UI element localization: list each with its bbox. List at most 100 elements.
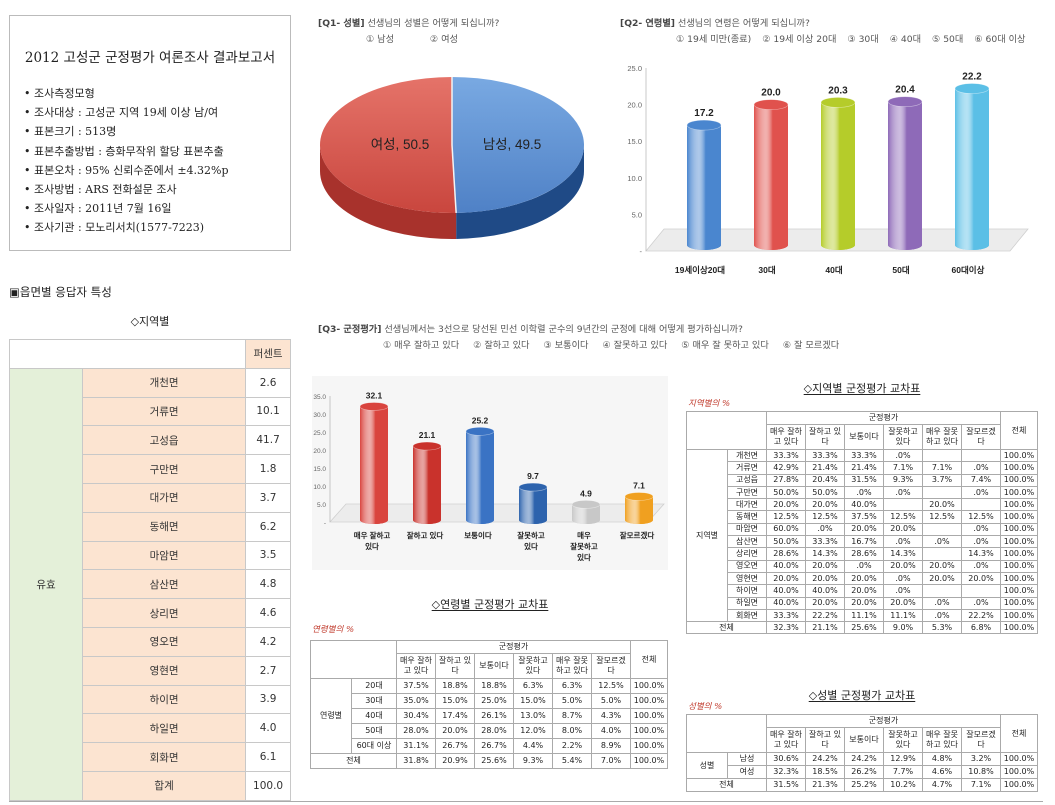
- cross-cell: 100.0%: [1000, 485, 1038, 500]
- total-cell: 25.6%: [474, 753, 514, 769]
- answer-col-header: 잘하고 있다: [805, 727, 845, 753]
- region-name: 상리면: [81, 598, 247, 628]
- region-table: 퍼센트 유효 개천면 2.6 거류면 10.1 고성읍 41.7 구만면 1.8 대가면 3.7 동해면…: [8, 339, 291, 801]
- cross-cell: 31.5%: [844, 473, 884, 487]
- cross-cell: 10.8%: [961, 765, 1001, 779]
- region-row: 구만면 1.8: [10, 454, 291, 484]
- region-name: 마암면: [81, 540, 247, 571]
- total-cell: 25.6%: [844, 621, 884, 635]
- q3-text: 선생님께서는 3선으로 당선된 민선 이학렬 군수의 9년간의 군정에 대해 어…: [384, 324, 743, 335]
- cross-row: 마암면 60.0% .0% 20.0% 20.0% .0% 100.0%: [687, 522, 1038, 537]
- cross-cell: 18.8%: [435, 678, 475, 694]
- cross-cell: 50.0%: [766, 535, 806, 549]
- cross-cell: 100.0%: [1000, 547, 1038, 561]
- cross-cell: 40.0%: [766, 584, 806, 598]
- region-row: 하일면 4.0: [10, 713, 291, 744]
- region-percent: 6.2: [245, 511, 291, 542]
- group-label: 연령별: [310, 678, 352, 754]
- bar-highlight: [821, 102, 855, 251]
- cross-row: 하이면 40.0% 40.0% 20.0% .0% 100.0%: [687, 584, 1038, 598]
- row-label: 개천면: [727, 448, 767, 463]
- row-label: 남성: [727, 752, 767, 766]
- valid-group-label: 유효: [9, 367, 83, 801]
- x-tick-label: 매우 잘하고 있다: [354, 530, 391, 551]
- cross-cell: 6.3%: [552, 678, 592, 694]
- cross-cell: 15.0%: [435, 693, 475, 709]
- region-percent: 4.0: [245, 713, 291, 744]
- bar-value-label: 7.1: [633, 480, 645, 490]
- bar-highlight: [360, 406, 388, 524]
- cross-cell: 37.5%: [396, 678, 436, 694]
- answer-option: ③ 30대: [847, 34, 879, 45]
- cross-cell: 15.0%: [513, 693, 553, 709]
- total-cell: 100.0%: [630, 753, 668, 769]
- bar-value-label: 20.0: [761, 88, 781, 99]
- row-label: 대가면: [727, 498, 767, 512]
- cross-cell: 8.9%: [591, 738, 631, 754]
- cross-cell: .0%: [922, 608, 962, 623]
- cross-cell: .0%: [883, 485, 923, 500]
- cross-cell: .0%: [883, 448, 923, 463]
- bar-value-label: 25.2: [472, 415, 489, 425]
- cross-row: 60대 이상 31.1% 26.7% 26.7% 4.4% 2.2% 8.9% 100.0%: [311, 738, 668, 754]
- group-header: 군정평가: [766, 714, 1001, 728]
- cross-cell: .0%: [805, 522, 845, 537]
- y-tick-label: 5.0: [317, 502, 326, 509]
- bar-cap: [624, 492, 654, 501]
- region-percent: 4.2: [245, 626, 291, 657]
- evaluation-bar-chart: 35.0 30.0 25.0 20.0 15.0 10.0 5.0 - 32.1 매우 잘하고 있다…: [313, 390, 665, 562]
- cross-cell: 20.0%: [922, 559, 962, 573]
- age-cross-caption: ◇연령별 군정평가 교차표: [431, 598, 549, 611]
- total-cell: 100.0%: [1000, 621, 1038, 635]
- percent-header: 퍼센트: [245, 339, 291, 369]
- cross-cell: 21.4%: [844, 461, 884, 475]
- q3-tag: [Q3- 군정평가]: [318, 324, 382, 335]
- region-cross-table: 군정평가 전체 매우 잘하고 있다 잘하고 있다 보통이다 잘못하고 있다 매우 잘못하고 …: [686, 411, 1038, 635]
- cross-row: 회화면 33.3% 22.2% 11.1% 11.1% .0% 22.2% 100.0%: [687, 608, 1038, 623]
- y-tick-label: 10.0: [313, 484, 326, 491]
- answer-col-header: 매우 잘못하고 있다: [922, 424, 962, 450]
- cross-cell: .0%: [883, 535, 923, 549]
- answer-option: ⑤ 50대: [932, 34, 964, 45]
- cross-cell: 20.0%: [435, 723, 475, 739]
- cross-cell: 17.4%: [435, 708, 475, 724]
- cross-cell: [961, 584, 1001, 598]
- cross-cell: .0%: [961, 596, 1001, 610]
- cross-row: 30대 35.0% 15.0% 25.0% 15.0% 5.0% 5.0% 100.0%: [311, 693, 668, 709]
- summary-item: 조사방법 : ARS 전화설문 조사: [24, 180, 229, 199]
- q1-question: [Q1- 성별] 선생님의 성별은 어떻게 되십니까?: [318, 15, 499, 29]
- y-tick-label: 30.0: [313, 412, 326, 419]
- cross-row: 삼산면 50.0% 33.3% 16.7% .0% .0% .0% 100.0%: [687, 535, 1038, 549]
- bar-cap: [954, 83, 990, 94]
- answer-col-header: 잘모르겠다: [961, 727, 1001, 753]
- cross-cell: 50.0%: [805, 485, 845, 500]
- cross-cell: 4.4%: [513, 738, 553, 754]
- cross-cell: 20.0%: [883, 596, 923, 610]
- cross-cell: 24.2%: [805, 752, 845, 766]
- answer-col-header: 보통이다: [844, 727, 884, 753]
- bar-highlight: [687, 125, 721, 250]
- cross-cell: .0%: [844, 559, 884, 573]
- row-label: 60대 이상: [351, 738, 397, 754]
- gender-cross-note: 성별의 %: [688, 702, 723, 712]
- cross-cell: 100.0%: [1000, 559, 1038, 573]
- cross-cell: 5.0%: [552, 693, 592, 709]
- answer-option: ③ 보통이다: [543, 340, 589, 351]
- cross-cell: 100.0%: [1000, 461, 1038, 475]
- row-label: 거류면: [727, 461, 767, 475]
- region-percent: 41.7: [245, 425, 291, 456]
- answer-col-header: 잘못하고 있다: [883, 727, 923, 753]
- row-label: 40대: [351, 708, 397, 724]
- cross-cell: [883, 498, 923, 512]
- region-total-row: 합계 100.0: [10, 770, 291, 801]
- cross-cell: 27.8%: [766, 473, 806, 487]
- region-name: 영현면: [81, 655, 247, 686]
- bar-cap: [887, 96, 923, 107]
- bar-value-label: 21.1: [419, 430, 436, 440]
- answer-col-header: 잘하고 있다: [435, 653, 475, 679]
- cross-cell: 14.3%: [961, 547, 1001, 561]
- total-cell: 21.1%: [805, 621, 845, 635]
- total-cell: 31.8%: [396, 753, 436, 769]
- region-percent: 1.8: [245, 454, 291, 484]
- summary-item: 표본오차 : 95% 신뢰수준에서 ±4.32%p: [24, 161, 229, 180]
